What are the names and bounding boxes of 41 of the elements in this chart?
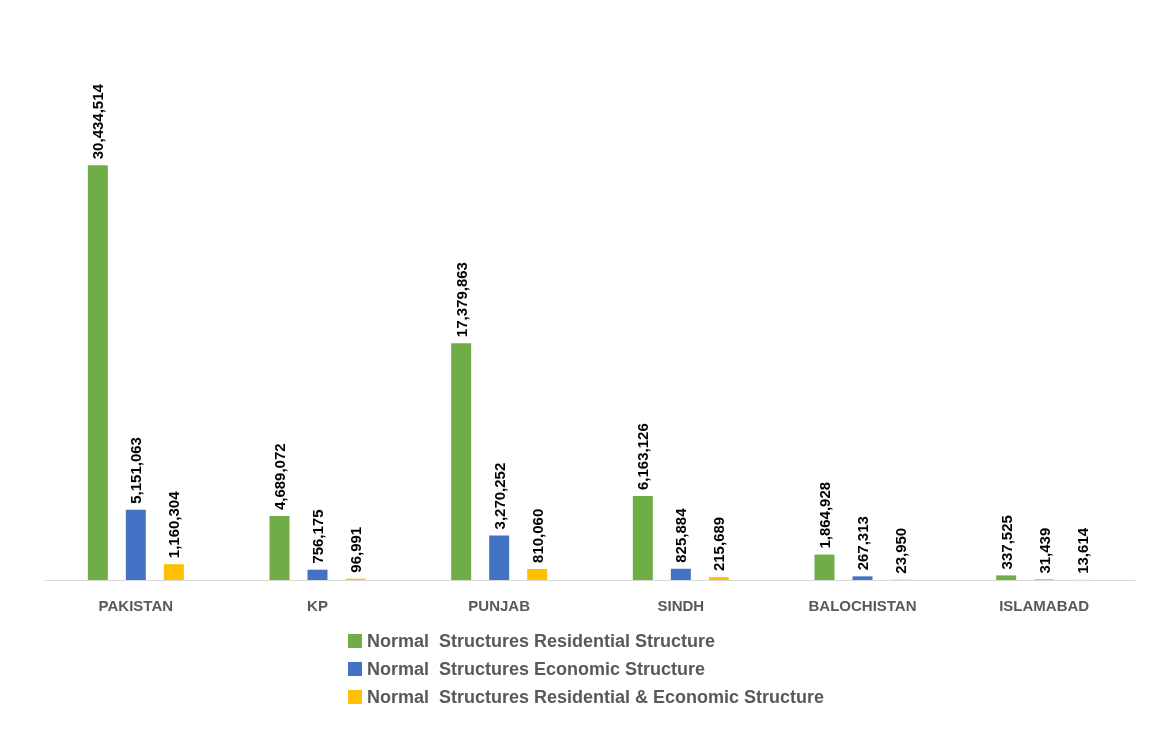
x-tick-label: ISLAMABAD xyxy=(999,597,1090,614)
bar xyxy=(996,575,1017,580)
data-label: 30,434,514 xyxy=(89,83,107,160)
x-tick-label: KP xyxy=(307,597,328,614)
data-label: 1,864,928 xyxy=(816,481,833,549)
data-label: 31,439 xyxy=(1035,527,1053,574)
bar xyxy=(269,516,290,580)
x-tick-label: PAKISTAN xyxy=(98,597,174,614)
data-label: 267,313 xyxy=(854,516,871,571)
data-label: 13,614 xyxy=(1073,527,1091,574)
x-tick-label: PUNJAB xyxy=(468,597,531,614)
data-label: 3,270,252 xyxy=(490,462,508,530)
bar xyxy=(814,554,835,580)
data-label: 825,884 xyxy=(672,507,690,563)
data-label: 337,525 xyxy=(997,515,1015,570)
bar xyxy=(125,509,146,580)
data-label: 23,950 xyxy=(892,527,909,574)
legend-label: Normal Structures Economic Structure xyxy=(367,659,706,679)
data-label: 17,379,863 xyxy=(452,262,470,338)
bar xyxy=(307,569,328,580)
data-label: 6,163,126 xyxy=(634,423,652,491)
x-tick-label: SINDH xyxy=(657,597,705,614)
bar xyxy=(489,535,510,580)
bar xyxy=(852,576,873,580)
data-label: 4,689,072 xyxy=(271,443,288,511)
bar xyxy=(632,496,653,580)
x-tick-label: BALOCHISTAN xyxy=(808,597,917,614)
bar xyxy=(87,165,108,580)
legend-label: Normal Structures Residential Structure xyxy=(367,631,716,651)
bar xyxy=(670,568,691,580)
bar xyxy=(451,343,472,580)
data-label: 756,175 xyxy=(309,509,326,564)
data-label: 215,689 xyxy=(710,516,728,572)
data-label: 96,991 xyxy=(347,526,364,573)
data-label: 810,060 xyxy=(528,508,546,563)
legend-label: Normal Structures Residential & Economic Structure xyxy=(367,687,825,707)
data-label: 1,160,304 xyxy=(165,490,183,559)
bar xyxy=(527,568,548,580)
bar xyxy=(708,577,729,580)
data-label: 5,151,063 xyxy=(127,437,145,504)
bar xyxy=(163,564,184,580)
